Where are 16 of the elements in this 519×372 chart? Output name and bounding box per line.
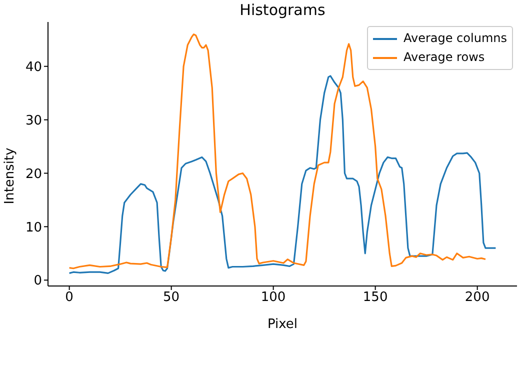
x-tick-label: 0: [65, 290, 74, 306]
legend-label: Average rows: [403, 49, 485, 66]
x-tick-label: 50: [163, 290, 180, 306]
x-tick-label: 150: [362, 290, 388, 306]
x-tick-label: 200: [464, 290, 490, 306]
line-series: [68, 75, 496, 274]
y-axis-title: Intensity: [2, 148, 18, 204]
y-tick-label: 0: [34, 274, 42, 289]
y-tick-label: 10: [25, 220, 42, 236]
y-tick-label: 40: [25, 60, 42, 75]
chart-title: Histograms: [238, 0, 326, 20]
legend-label: Average columns: [403, 30, 507, 47]
x-axis-title: Pixel: [267, 317, 298, 332]
y-tick-label: 20: [25, 166, 42, 182]
x-tick-label: 100: [260, 290, 286, 306]
y-tick-label: 30: [25, 113, 42, 128]
